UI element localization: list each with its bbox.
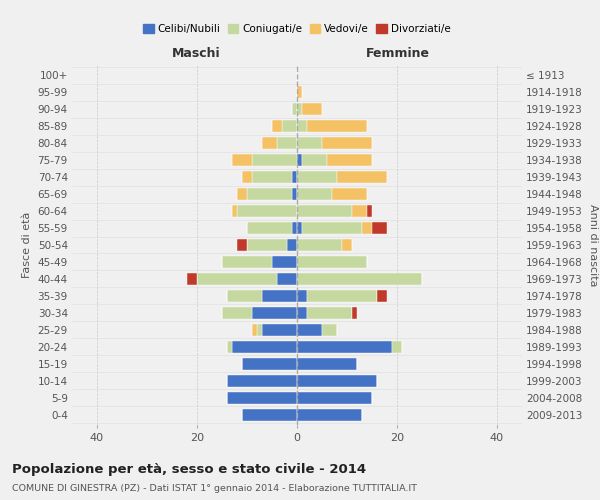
Bar <box>237 188 247 200</box>
Bar <box>297 256 367 268</box>
Bar <box>372 222 387 234</box>
Bar <box>237 205 297 217</box>
Bar <box>242 171 252 183</box>
Text: Femmine: Femmine <box>366 47 430 60</box>
Bar <box>222 307 252 319</box>
Bar <box>287 239 297 251</box>
Bar <box>297 154 302 166</box>
Bar <box>322 324 337 336</box>
Bar <box>297 408 362 421</box>
Bar <box>297 239 342 251</box>
Bar <box>247 188 292 200</box>
Bar <box>242 358 297 370</box>
Bar <box>297 273 422 285</box>
Bar <box>302 222 362 234</box>
Y-axis label: Fasce di età: Fasce di età <box>22 212 32 278</box>
Bar <box>327 154 372 166</box>
Bar <box>227 392 297 404</box>
Bar <box>197 273 277 285</box>
Bar <box>262 290 297 302</box>
Bar <box>377 290 387 302</box>
Bar <box>392 341 402 353</box>
Bar <box>242 408 297 421</box>
Bar <box>297 358 357 370</box>
Bar <box>297 86 302 99</box>
Bar <box>222 256 272 268</box>
Bar <box>257 324 262 336</box>
Text: Maschi: Maschi <box>172 47 220 60</box>
Bar <box>262 324 297 336</box>
Bar <box>232 205 237 217</box>
Bar <box>342 239 352 251</box>
Bar <box>292 171 297 183</box>
Bar <box>297 120 307 132</box>
Bar <box>297 188 332 200</box>
Bar <box>297 324 322 336</box>
Bar <box>362 222 372 234</box>
Bar <box>307 290 377 302</box>
Bar <box>297 392 372 404</box>
Bar <box>297 222 302 234</box>
Bar <box>297 290 307 302</box>
Bar <box>307 120 367 132</box>
Bar <box>292 188 297 200</box>
Bar <box>282 120 297 132</box>
Bar <box>247 222 292 234</box>
Bar <box>297 341 392 353</box>
Bar <box>352 307 357 319</box>
Bar <box>252 324 257 336</box>
Bar <box>227 341 232 353</box>
Bar <box>237 239 247 251</box>
Bar <box>297 137 322 149</box>
Bar <box>277 137 297 149</box>
Bar <box>297 171 337 183</box>
Bar <box>337 171 387 183</box>
Bar <box>297 307 307 319</box>
Bar <box>227 290 262 302</box>
Bar <box>332 188 367 200</box>
Bar <box>247 239 287 251</box>
Bar <box>292 222 297 234</box>
Bar <box>277 273 297 285</box>
Bar <box>302 103 322 116</box>
Bar <box>322 137 372 149</box>
Bar <box>262 137 277 149</box>
Bar <box>297 374 377 387</box>
Bar <box>232 341 297 353</box>
Text: COMUNE DI GINESTRA (PZ) - Dati ISTAT 1° gennaio 2014 - Elaborazione TUTTITALIA.I: COMUNE DI GINESTRA (PZ) - Dati ISTAT 1° … <box>12 484 417 493</box>
Bar <box>272 256 297 268</box>
Bar <box>297 103 302 116</box>
Bar <box>227 374 297 387</box>
Bar <box>352 205 367 217</box>
Text: Popolazione per età, sesso e stato civile - 2014: Popolazione per età, sesso e stato civil… <box>12 462 366 475</box>
Bar <box>232 154 252 166</box>
Legend: Celibi/Nubili, Coniugati/e, Vedovi/e, Divorziati/e: Celibi/Nubili, Coniugati/e, Vedovi/e, Di… <box>139 20 455 38</box>
Y-axis label: Anni di nascita: Anni di nascita <box>589 204 598 286</box>
Bar <box>307 307 352 319</box>
Bar <box>252 307 297 319</box>
Bar <box>252 154 297 166</box>
Bar <box>297 205 352 217</box>
Bar <box>272 120 282 132</box>
Bar <box>187 273 197 285</box>
Bar <box>252 171 292 183</box>
Bar <box>292 103 297 116</box>
Bar <box>367 205 372 217</box>
Bar <box>302 154 327 166</box>
